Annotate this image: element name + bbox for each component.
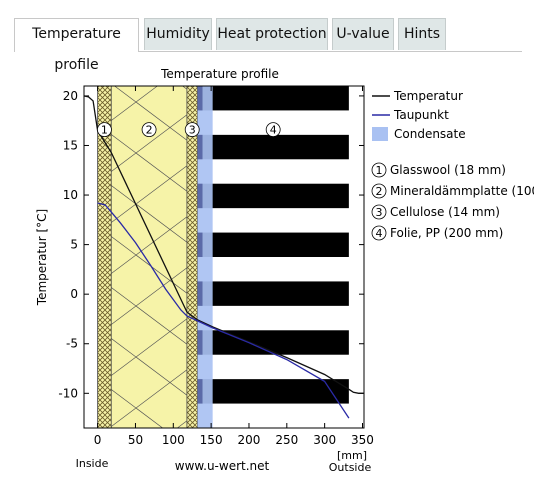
- tab-heat-protection[interactable]: Heat protection: [216, 18, 328, 50]
- x-tick-label: 250: [275, 433, 298, 447]
- layer-2-hatch: [111, 86, 187, 428]
- x-tick-label: 200: [238, 433, 261, 447]
- legend-layer-2-circle: [371, 183, 387, 199]
- layer-4-marker: [265, 122, 281, 138]
- layer-3-marker-label: 3: [189, 124, 196, 137]
- layer-4-stripe: [197, 379, 349, 404]
- layer-3-marker: [184, 122, 200, 138]
- layer-3-hatch: [186, 86, 198, 428]
- legend-layer-4-circle: [371, 225, 387, 241]
- x-tick-label: 150: [200, 433, 223, 447]
- legend-layer-4-number: 4: [376, 227, 383, 240]
- y-tick-label: 0: [70, 287, 78, 301]
- condensate-stripe: [197, 134, 203, 160]
- layer-4-stripe: [197, 330, 349, 355]
- series-temperatur: [84, 95, 364, 394]
- legend-layer-2-label: Mineraldämmplatte (100 mm): [390, 184, 534, 198]
- outside-label: Outside: [329, 461, 372, 474]
- layer-1-marker-label: 1: [101, 124, 108, 137]
- x-tick-label: 300: [313, 433, 336, 447]
- layer-4-stripe: [197, 134, 349, 160]
- legend-condensate-label: Condensate: [394, 127, 466, 141]
- y-tick-label: -5: [66, 337, 78, 351]
- condensate-stripe: [197, 281, 203, 306]
- y-axis-label: Temperatur [°C]: [35, 209, 49, 306]
- legend-layer-4-label: Folie, PP (200 mm): [390, 226, 503, 240]
- inside-label: Inside: [76, 457, 109, 470]
- x-tick-label: 0: [94, 433, 102, 447]
- legend-layer-2-number: 2: [376, 185, 383, 198]
- legend-layer-3-number: 3: [376, 206, 383, 219]
- y-tick-label: 20: [63, 89, 78, 103]
- condensate-stripe: [197, 232, 203, 257]
- legend-condensate-swatch: [372, 127, 388, 141]
- legend-layer-3-label: Cellulose (14 mm): [390, 205, 500, 219]
- condensate-stripe: [197, 86, 203, 111]
- legend-layer-1-circle: [371, 162, 387, 178]
- series-taupunkt: [97, 202, 350, 419]
- layer-4-stripe: [197, 232, 349, 257]
- y-tick-label: -10: [58, 386, 78, 400]
- legend-layer-1-label: Glasswool (18 mm): [390, 163, 506, 177]
- chart-title: Temperature profile: [160, 67, 279, 81]
- layer-4-marker-label: 4: [270, 124, 277, 137]
- layer-1-marker: [97, 122, 112, 138]
- plot-frame: [83, 85, 365, 429]
- x-tick-label: 350: [351, 433, 374, 447]
- tab-temperature-profile[interactable]: Temperature profile: [14, 18, 139, 73]
- tab-hints[interactable]: Hints: [398, 18, 446, 50]
- x-unit-label: [mm]: [337, 449, 367, 462]
- legend-taupunkt-label: Taupunkt: [393, 108, 449, 122]
- layer-2-marker-label: 2: [146, 124, 153, 137]
- condensate-stripe: [197, 379, 203, 404]
- layer-4-stripe: [197, 86, 349, 111]
- legend-temperatur-label: Temperatur: [393, 89, 463, 103]
- x-tick-label: 50: [128, 433, 143, 447]
- y-tick-label: 10: [63, 188, 78, 202]
- condensate-stripe: [197, 330, 203, 355]
- y-tick-label: 5: [70, 238, 78, 252]
- legend-layer-1-number: 1: [376, 164, 383, 177]
- condensate-stripe: [197, 183, 203, 209]
- x-tick-label: 100: [162, 433, 185, 447]
- layer-1-hatch: [97, 86, 112, 428]
- tab-humidity[interactable]: Humidity: [144, 18, 212, 50]
- tab-bar: Temperature profile Humidity Heat protec…: [14, 18, 522, 73]
- watermark-text: www.u-wert.net: [175, 459, 270, 473]
- layer-2-marker: [141, 122, 157, 138]
- layer-4-stripe: [197, 281, 349, 306]
- y-tick-label: 15: [63, 138, 78, 152]
- tab-u-value[interactable]: U-value: [332, 18, 394, 50]
- layer-4-stripe: [197, 183, 349, 209]
- legend-layer-3-circle: [371, 204, 387, 220]
